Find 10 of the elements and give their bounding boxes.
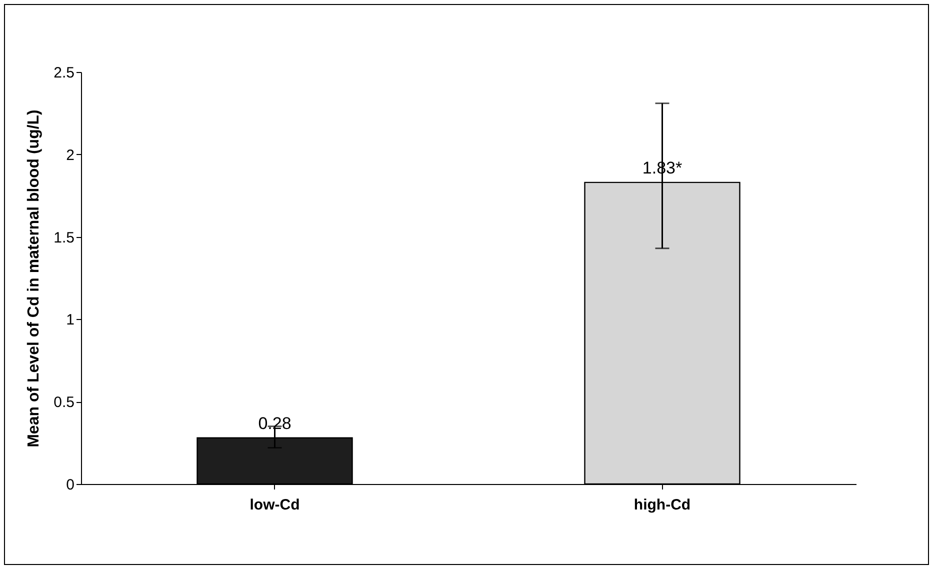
y-tick-label: 0 xyxy=(66,476,74,494)
y-axis-title: Mean of Level of Cd in maternal blood (ug/L) xyxy=(26,110,43,448)
y-tick-label: 2 xyxy=(66,146,74,164)
x-tick-label: low-Cd xyxy=(250,496,300,514)
x-tick-label: high-Cd xyxy=(634,496,691,514)
y-tick-label: 0.5 xyxy=(54,394,74,412)
y-tick-label: 2.5 xyxy=(54,64,74,82)
data-label: 0.28 xyxy=(258,414,292,433)
y-tick-label: 1.5 xyxy=(54,229,74,246)
y-tick-label: 1 xyxy=(66,312,74,329)
